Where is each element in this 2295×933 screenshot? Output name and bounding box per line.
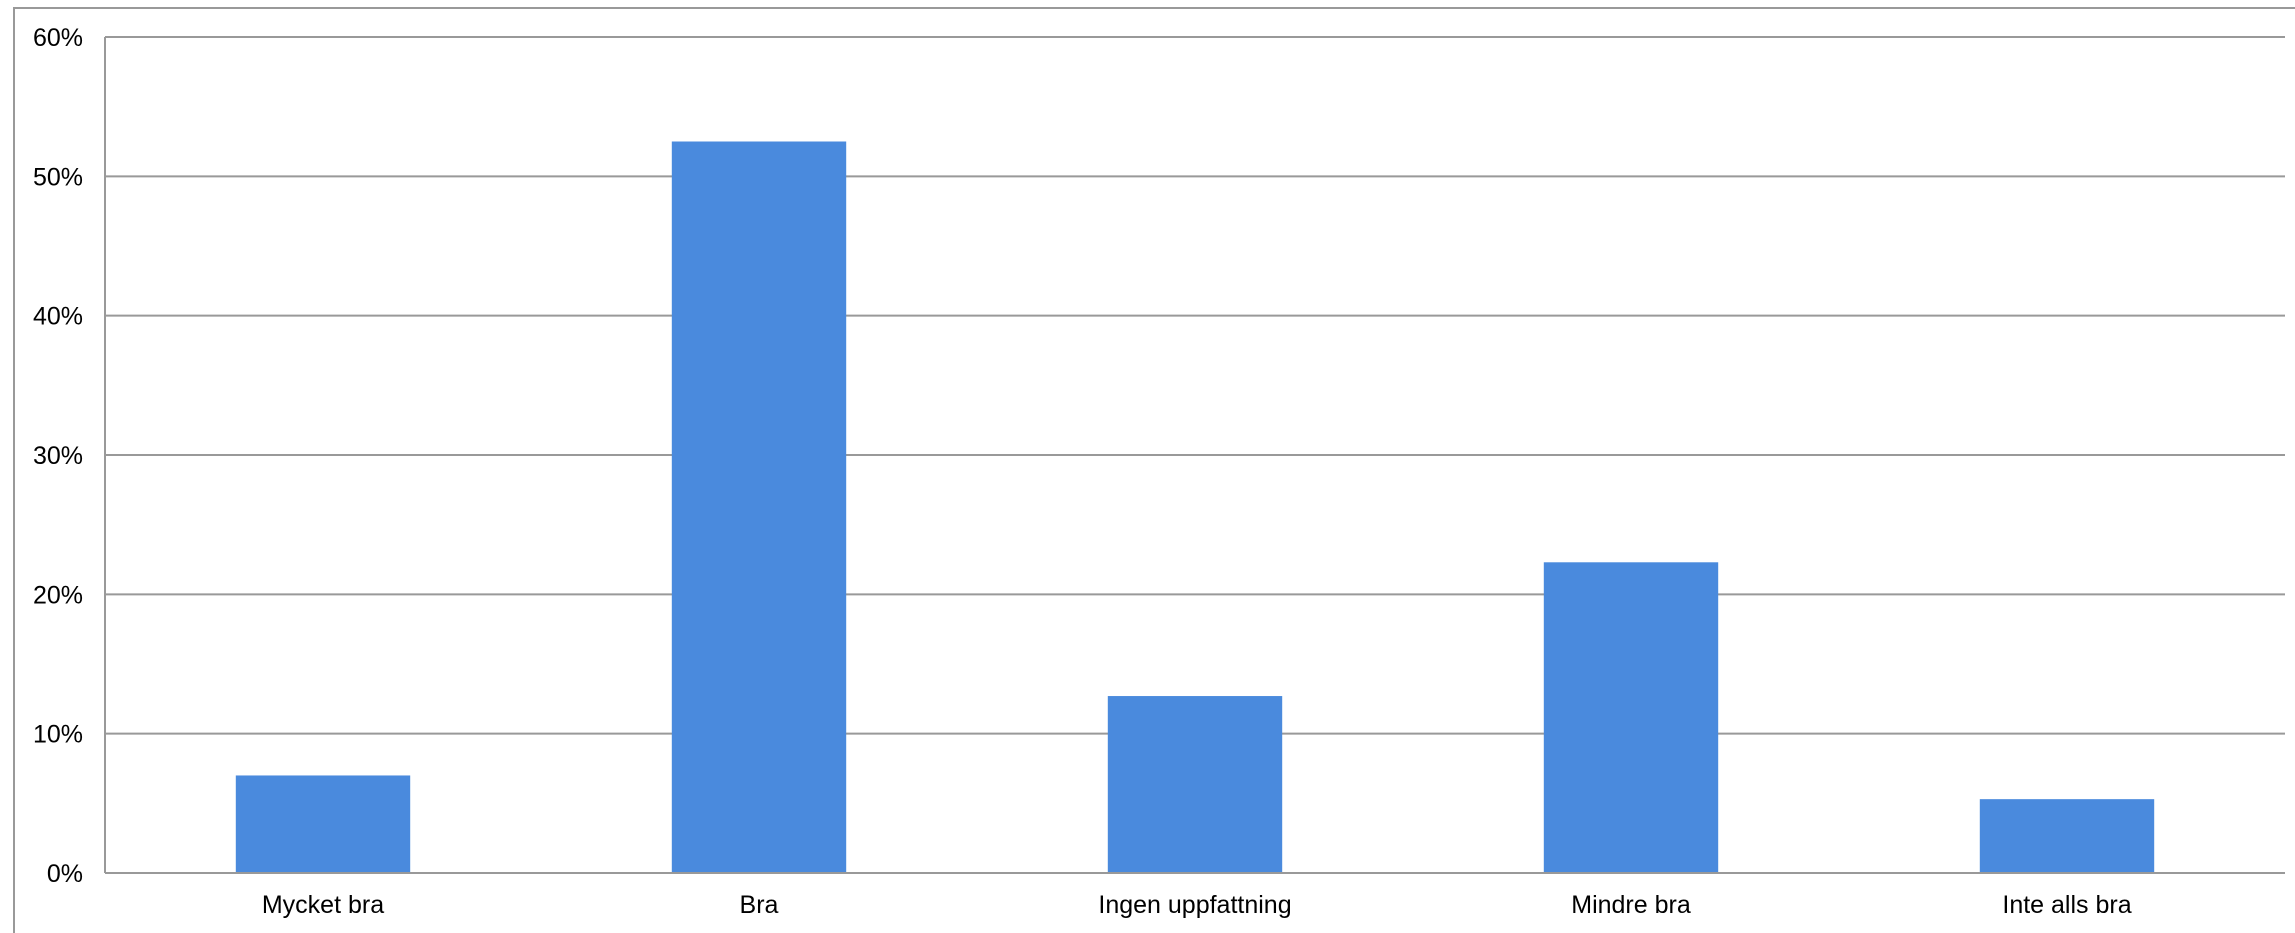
y-tick-label: 50% bbox=[33, 163, 83, 191]
x-category-label: Bra bbox=[740, 891, 779, 919]
bar-mindre-bra bbox=[1543, 562, 1719, 873]
y-tick-label: 10% bbox=[33, 721, 83, 749]
y-tick-labels: 0% 10% 20% 30% 40% 50% 60% bbox=[33, 24, 83, 888]
y-tick-label: 40% bbox=[33, 303, 83, 331]
bar-ingen-uppfattning bbox=[1107, 696, 1283, 873]
axes bbox=[104, 37, 2285, 874]
y-tick-label: 20% bbox=[33, 581, 83, 609]
bar-mycket-bra bbox=[235, 775, 411, 873]
y-tick-label: 60% bbox=[33, 24, 83, 52]
bars bbox=[235, 141, 2155, 873]
y-tick-label: 0% bbox=[47, 860, 83, 888]
x-category-label: Mycket bra bbox=[262, 891, 384, 919]
bar-inte-alls-bra bbox=[1979, 799, 2155, 873]
x-category-labels: Mycket bra Bra Ingen uppfattning Mindre bra… bbox=[262, 891, 2132, 919]
x-category-label: Ingen uppfattning bbox=[1098, 891, 1291, 919]
x-category-label: Inte alls bra bbox=[2002, 891, 2131, 919]
x-category-label: Mindre bra bbox=[1571, 891, 1691, 919]
bar-bra bbox=[671, 141, 847, 873]
gridlines bbox=[105, 36, 2285, 735]
y-tick-label: 30% bbox=[33, 442, 83, 470]
chart-outer-frame bbox=[13, 7, 2295, 933]
